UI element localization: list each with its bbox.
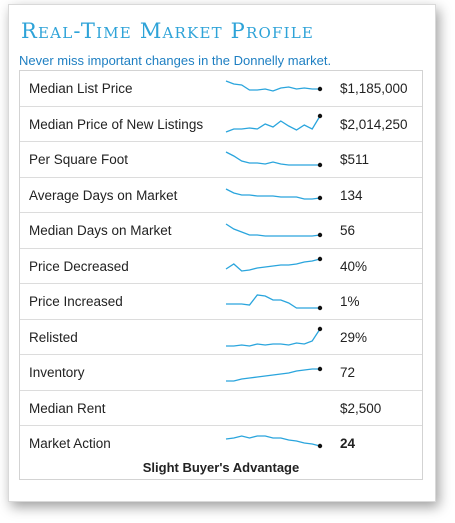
metric-label: Per Square Foot [29,152,129,167]
metric-row-price-decreased: Price Decreased 40% [20,249,422,284]
sparkline-per-square-foot [225,151,323,168]
metric-row-median-list-price: Median List Price $1,185,000 [20,71,422,107]
market-condition-label: Slight Buyer's Advantage [142,460,300,475]
sparkline-trend-line [226,294,320,309]
metric-label: Median List Price [29,81,133,96]
metric-label: Price Increased [29,294,123,309]
market-action-index-value: 24 [340,436,356,451]
sparkline-latest-point [317,305,323,311]
metric-row-price-increased: Price Increased 1% [20,284,422,320]
metric-label: Inventory [29,365,85,380]
metric-row-average-days-on-market: Average Days on Market 134 [20,178,422,213]
sparkline-latest-point [317,86,323,92]
metric-label: Relisted [29,329,78,345]
metric-value: 29% [340,329,368,345]
card-title: Real-Time Market Profile [21,19,315,43]
metric-row-inventory: Inventory 72 [20,355,422,391]
sparkline-market-action [225,435,323,449]
metric-row-per-square-foot: Per Square Foot $511 [20,142,422,178]
metric-label: Median Price of New Listings [29,116,204,132]
sparkline-latest-point [317,162,323,168]
metric-value: $2,014,250 [340,116,408,132]
metric-row-market-action: Market Action 24 Slight Buyer's Advantag… [20,426,422,479]
metric-label: Median Rent [29,400,106,416]
metric-value: $511 [340,152,370,167]
metric-label: Median Days on Market [29,223,172,238]
sparkline-latest-point [317,256,323,261]
sparkline-price-decreased [225,256,323,272]
sparkline-trend-line [225,80,320,92]
metric-label: Average Days on Market [29,187,178,203]
sparkline-latest-point [317,366,323,372]
sparkline-trend-line [225,115,321,133]
market-metrics-table: Median List Price $1,185,000 Median Pric… [19,70,423,480]
sparkline-latest-point [317,443,323,449]
sparkline-median-price-new-listings [225,113,323,133]
sparkline-trend-line [225,257,321,272]
metric-row-median-days-on-market: Median Days on Market 56 [20,213,422,249]
sparkline-median-list-price [225,80,323,92]
metric-row-median-rent: Median Rent $2,500 [20,391,422,426]
sparkline-trend-line [225,223,321,237]
metric-label: Price Decreased [29,258,129,274]
sparkline-trend-line [225,151,320,166]
sparkline-average-days-on-market [225,187,323,200]
metric-value: 56 [340,223,356,238]
sparkline-inventory [226,366,323,382]
sparkline-relisted [226,326,323,347]
metric-value: 40% [340,258,368,274]
market-profile-card: Real-Time Market Profile Never miss impo… [8,4,436,502]
metric-value: 72 [340,365,356,380]
sparkline-median-days-on-market [225,223,323,238]
metric-row-median-price-new-listings: Median Price of New Listings $2,014,250 [20,107,422,142]
metric-label: Market Action [29,436,111,451]
sparkline-trend-line [225,435,321,447]
sparkline-latest-point [317,326,323,331]
sparkline-trend-line [225,187,321,200]
sparkline-latest-point [317,232,323,238]
sparkline-trend-line [226,368,320,382]
metric-value: $1,185,000 [340,81,408,96]
metric-value: 1% [340,294,360,309]
metric-value: 134 [340,187,363,203]
sparkline-latest-point [317,195,323,200]
sparkline-price-increased [226,294,323,311]
sparkline-trend-line [226,328,321,347]
metric-row-relisted: Relisted 29% [20,320,422,355]
card-subtitle: Never miss important changes in the Donn… [19,53,332,68]
metric-value: $2,500 [340,400,382,416]
sparkline-latest-point [317,113,323,118]
